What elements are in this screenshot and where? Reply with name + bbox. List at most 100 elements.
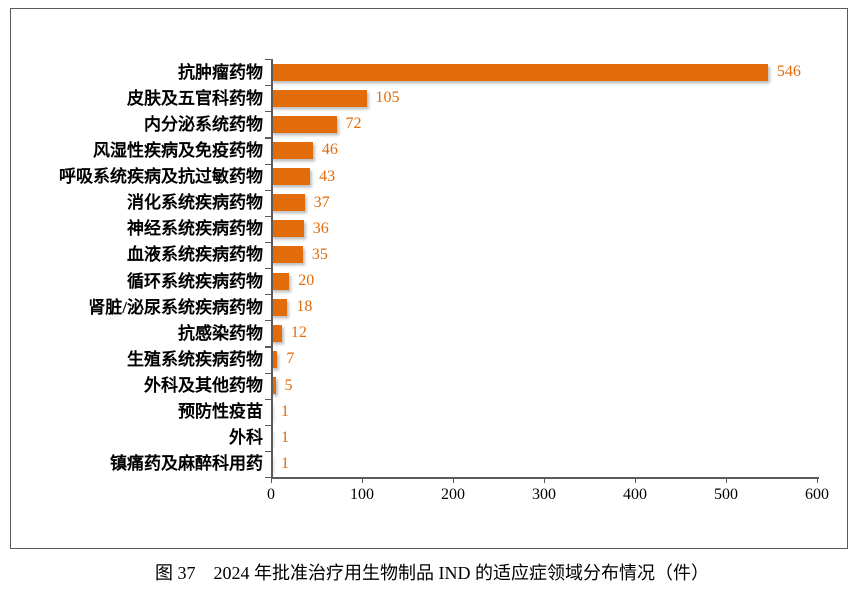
bar-area: 105 bbox=[271, 85, 817, 111]
x-axis-tick-label: 200 bbox=[441, 486, 465, 503]
bar-area: 546 bbox=[271, 59, 817, 85]
category-label: 消化系统疾病药物 bbox=[127, 193, 263, 213]
chart-row: 血液系统疾病药物 35 bbox=[11, 242, 831, 268]
x-axis-tick bbox=[271, 478, 273, 483]
category-label: 循环系统疾病药物 bbox=[127, 271, 263, 291]
bar-area: 43 bbox=[271, 164, 817, 190]
value-label: 46 bbox=[321, 141, 338, 159]
bar bbox=[271, 115, 337, 133]
bar-chart: 抗肿瘤药物 546 皮肤及五官科药物 105 内分泌系统药物 72 风湿性疾病及… bbox=[11, 9, 847, 548]
bar bbox=[271, 377, 276, 394]
y-axis-tick bbox=[265, 320, 271, 322]
value-label: 37 bbox=[313, 193, 330, 211]
value-label: 1 bbox=[281, 402, 289, 420]
bar-area: 46 bbox=[271, 137, 817, 163]
category-label: 呼吸系统疾病及抗过敏药物 bbox=[59, 167, 263, 187]
bar-area: 1 bbox=[271, 399, 817, 425]
category-label: 风湿性疾病及免疫药物 bbox=[93, 140, 263, 160]
category-label: 预防性疫苗 bbox=[178, 402, 263, 422]
value-label: 72 bbox=[345, 115, 362, 133]
bar bbox=[271, 89, 367, 107]
chart-row: 预防性疫苗 1 bbox=[11, 399, 831, 425]
chart-row: 生殖系统疾病药物 7 bbox=[11, 346, 831, 372]
category-label: 神经系统疾病药物 bbox=[127, 219, 263, 239]
bar-area: 72 bbox=[271, 111, 817, 137]
y-axis-tick bbox=[265, 424, 271, 426]
bar bbox=[271, 246, 303, 264]
y-axis-tick bbox=[265, 59, 271, 61]
value-label: 36 bbox=[312, 219, 329, 237]
value-label: 5 bbox=[284, 376, 293, 394]
bar-area: 7 bbox=[271, 346, 817, 372]
category-label: 外科 bbox=[229, 428, 263, 448]
y-axis-tick bbox=[265, 372, 271, 374]
x-axis-tick bbox=[817, 478, 819, 483]
category-label: 生殖系统疾病药物 bbox=[127, 349, 263, 369]
bar bbox=[271, 141, 313, 159]
y-axis-tick bbox=[265, 294, 271, 296]
y-axis-tick bbox=[265, 85, 271, 87]
x-axis-tick-label: 500 bbox=[714, 486, 738, 503]
bar-area: 37 bbox=[271, 190, 817, 216]
x-axis-tick bbox=[726, 478, 728, 483]
x-axis-tick bbox=[362, 478, 364, 483]
bar-area: 1 bbox=[271, 425, 817, 451]
bar-area: 12 bbox=[271, 320, 817, 346]
value-label: 1 bbox=[281, 428, 289, 446]
bar-area: 20 bbox=[271, 268, 817, 294]
value-label: 1 bbox=[281, 454, 289, 472]
bar-area: 36 bbox=[271, 216, 817, 242]
chart-row: 镇痛药及麻醉科用药 1 bbox=[11, 451, 831, 477]
bar bbox=[271, 194, 305, 212]
category-label: 肾脏/泌尿系统疾病药物 bbox=[88, 297, 263, 317]
value-label: 7 bbox=[286, 350, 295, 368]
bar bbox=[271, 298, 288, 316]
value-label: 20 bbox=[298, 272, 315, 290]
y-axis-tick bbox=[265, 346, 271, 348]
bar-area: 35 bbox=[271, 242, 817, 268]
value-label: 18 bbox=[296, 298, 313, 316]
chart-row: 呼吸系统疾病及抗过敏药物 43 bbox=[11, 164, 831, 190]
chart-row: 抗肿瘤药物 546 bbox=[11, 59, 831, 85]
bar bbox=[271, 168, 311, 185]
bar bbox=[271, 220, 304, 238]
y-axis-tick bbox=[265, 241, 271, 244]
y-axis-tick bbox=[265, 450, 271, 453]
x-axis-tick bbox=[453, 478, 455, 483]
y-axis-tick bbox=[265, 137, 271, 139]
value-label: 546 bbox=[776, 63, 801, 81]
y-axis-tick bbox=[265, 268, 271, 270]
figure-caption: 图 37 2024 年批准治疗用生物制品 IND 的适应症领域分布情况（件） bbox=[155, 563, 709, 583]
bar bbox=[271, 324, 282, 342]
chart-rows: 抗肿瘤药物 546 皮肤及五官科药物 105 内分泌系统药物 72 风湿性疾病及… bbox=[11, 59, 831, 477]
chart-row: 外科及其他药物 5 bbox=[11, 373, 831, 399]
chart-row: 肾脏/泌尿系统疾病药物 18 bbox=[11, 294, 831, 320]
chart-row: 外科 1 bbox=[11, 425, 831, 451]
y-axis-tick bbox=[265, 398, 271, 400]
category-label: 外科及其他药物 bbox=[144, 376, 263, 396]
y-axis-tick bbox=[265, 477, 271, 479]
x-axis-tick bbox=[544, 478, 546, 483]
chart-row: 神经系统疾病药物 36 bbox=[11, 216, 831, 242]
x-axis-tick-label: 0 bbox=[267, 486, 275, 503]
chart-row: 循环系统疾病药物 20 bbox=[11, 268, 831, 294]
chart-row: 消化系统疾病药物 37 bbox=[11, 190, 831, 216]
value-label: 12 bbox=[290, 324, 307, 342]
chart-panel: 抗肿瘤药物 546 皮肤及五官科药物 105 内分泌系统药物 72 风湿性疾病及… bbox=[10, 8, 848, 549]
bar bbox=[271, 272, 290, 290]
x-axis-tick-label: 300 bbox=[532, 486, 556, 503]
value-label: 43 bbox=[319, 167, 336, 185]
chart-row: 皮肤及五官科药物 105 bbox=[11, 85, 831, 111]
chart-row: 抗感染药物 12 bbox=[11, 320, 831, 346]
category-label: 镇痛药及麻醉科用药 bbox=[110, 454, 263, 474]
chart-row: 内分泌系统药物 72 bbox=[11, 111, 831, 137]
x-axis-tick bbox=[635, 478, 637, 483]
x-axis-tick-label: 100 bbox=[350, 486, 374, 503]
y-axis-line bbox=[271, 59, 273, 478]
category-label: 抗肿瘤药物 bbox=[178, 62, 263, 82]
category-label: 抗感染药物 bbox=[178, 323, 263, 343]
x-axis-tick-label: 600 bbox=[805, 486, 829, 503]
x-axis-line bbox=[271, 477, 819, 479]
value-label: 35 bbox=[311, 245, 328, 263]
